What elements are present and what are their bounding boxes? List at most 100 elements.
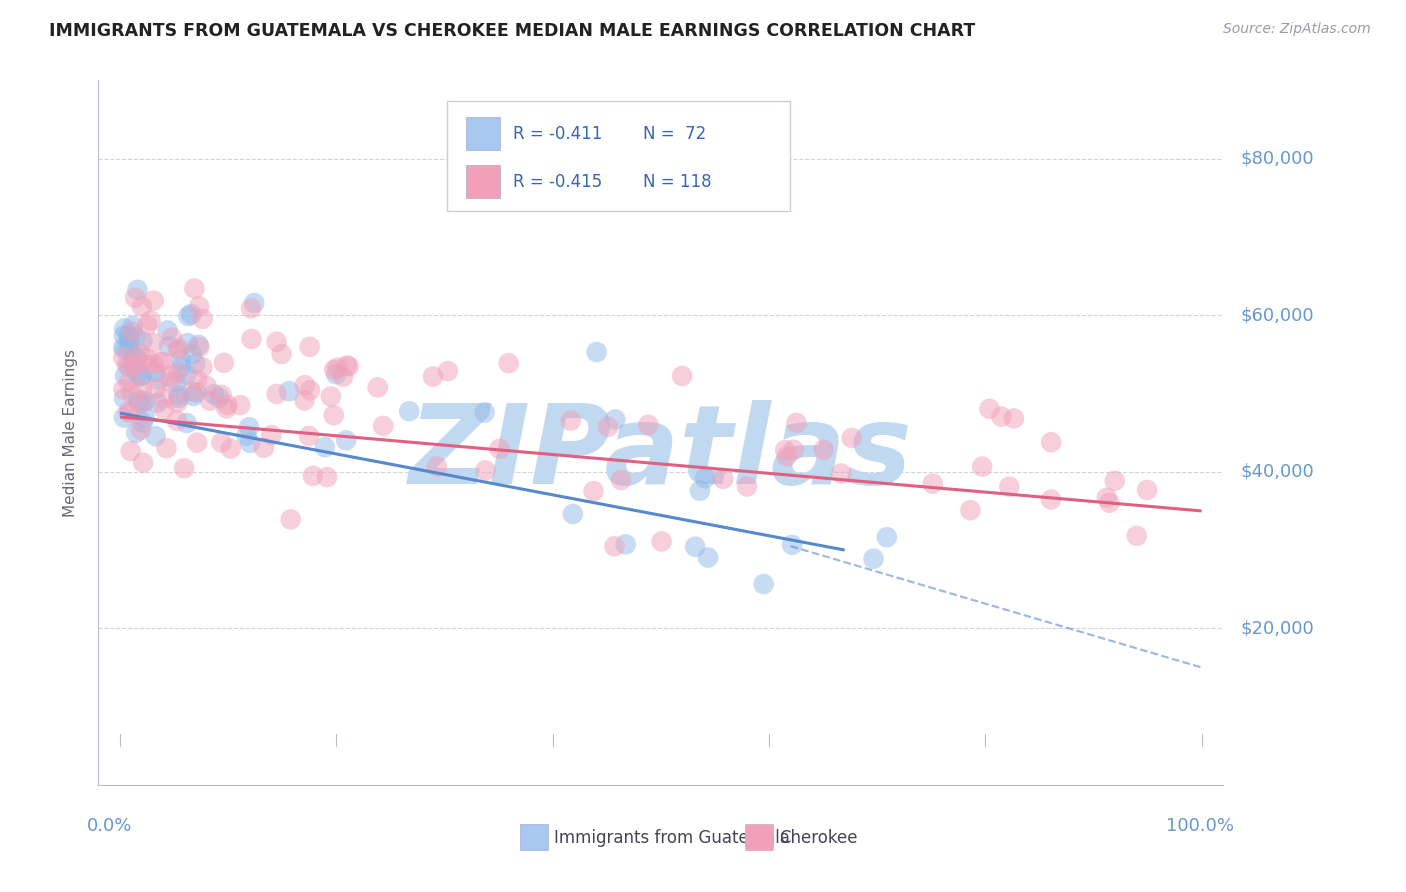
Point — [132, 396, 155, 410]
Point — [239, 435, 262, 450]
Point — [139, 313, 162, 327]
Point — [167, 388, 190, 402]
Point — [211, 435, 233, 450]
Point — [972, 459, 994, 474]
Point — [142, 357, 165, 371]
Point — [118, 375, 141, 389]
Point — [117, 328, 139, 343]
Point — [582, 484, 605, 499]
Point — [134, 394, 156, 409]
Point — [959, 503, 981, 517]
Point — [118, 406, 141, 420]
Point — [124, 330, 146, 344]
Point — [294, 393, 316, 408]
Point — [131, 300, 153, 314]
Point — [208, 391, 231, 405]
Text: Immigrants from Guatemala: Immigrants from Guatemala — [554, 829, 790, 847]
Y-axis label: Median Male Earnings: Median Male Earnings — [63, 349, 77, 516]
Point — [177, 309, 200, 323]
Point — [603, 539, 626, 553]
Point — [301, 468, 323, 483]
Point — [212, 356, 235, 370]
Point — [299, 384, 322, 398]
Point — [598, 420, 620, 434]
Point — [159, 375, 181, 389]
Point — [1126, 529, 1149, 543]
FancyBboxPatch shape — [520, 823, 548, 850]
Point — [188, 299, 211, 313]
Point — [1104, 474, 1126, 488]
Point — [148, 373, 170, 387]
Point — [862, 551, 884, 566]
Point — [166, 414, 188, 428]
Point — [426, 459, 449, 474]
Point — [135, 351, 157, 366]
Point — [128, 392, 150, 407]
Text: $40,000: $40,000 — [1240, 463, 1313, 481]
Point — [776, 450, 799, 464]
Point — [211, 388, 233, 402]
Point — [176, 416, 198, 430]
Point — [117, 404, 139, 418]
Point — [183, 282, 205, 296]
Point — [294, 378, 316, 392]
Point — [128, 346, 150, 360]
Point — [782, 442, 804, 457]
Point — [560, 414, 582, 428]
Point — [134, 410, 156, 425]
Text: N =  72: N = 72 — [643, 125, 706, 143]
Point — [314, 440, 336, 454]
Point — [998, 480, 1021, 494]
Point — [181, 384, 204, 399]
Point — [474, 463, 496, 477]
Point — [186, 435, 208, 450]
Point — [335, 434, 357, 448]
Point — [132, 456, 155, 470]
Point — [238, 420, 260, 434]
Point — [176, 368, 198, 382]
Point — [155, 441, 177, 455]
Point — [614, 537, 637, 551]
Point — [260, 428, 283, 442]
Point — [235, 429, 257, 443]
Text: $80,000: $80,000 — [1240, 150, 1313, 168]
Point — [127, 367, 149, 381]
Point — [112, 392, 135, 406]
Point — [689, 483, 711, 498]
Point — [711, 472, 734, 486]
Point — [1002, 411, 1025, 425]
Point — [280, 512, 302, 526]
Point — [785, 416, 807, 430]
Point — [298, 340, 321, 354]
Point — [152, 392, 174, 406]
Point — [979, 401, 1001, 416]
FancyBboxPatch shape — [447, 102, 790, 211]
Point — [422, 369, 444, 384]
Point — [217, 398, 239, 412]
Point — [337, 359, 360, 374]
Point — [166, 376, 188, 390]
Point — [398, 404, 420, 418]
Point — [121, 325, 143, 339]
Point — [167, 366, 190, 380]
Point — [129, 369, 152, 384]
Point — [830, 467, 852, 481]
Point — [186, 385, 208, 400]
Point — [773, 443, 796, 458]
Point — [752, 577, 775, 591]
Point — [319, 389, 342, 403]
Point — [322, 409, 344, 423]
Text: $60,000: $60,000 — [1240, 306, 1313, 324]
Text: N = 118: N = 118 — [643, 172, 711, 191]
Point — [921, 476, 943, 491]
Point — [136, 358, 159, 372]
Point — [693, 471, 716, 485]
Point — [112, 341, 135, 355]
Point — [157, 339, 180, 353]
Point — [474, 405, 496, 419]
Point — [813, 442, 835, 457]
Point — [683, 540, 706, 554]
Text: IMMIGRANTS FROM GUATEMALA VS CHEROKEE MEDIAN MALE EARNINGS CORRELATION CHART: IMMIGRANTS FROM GUATEMALA VS CHEROKEE ME… — [49, 22, 976, 40]
Point — [253, 441, 276, 455]
Point — [186, 373, 208, 387]
